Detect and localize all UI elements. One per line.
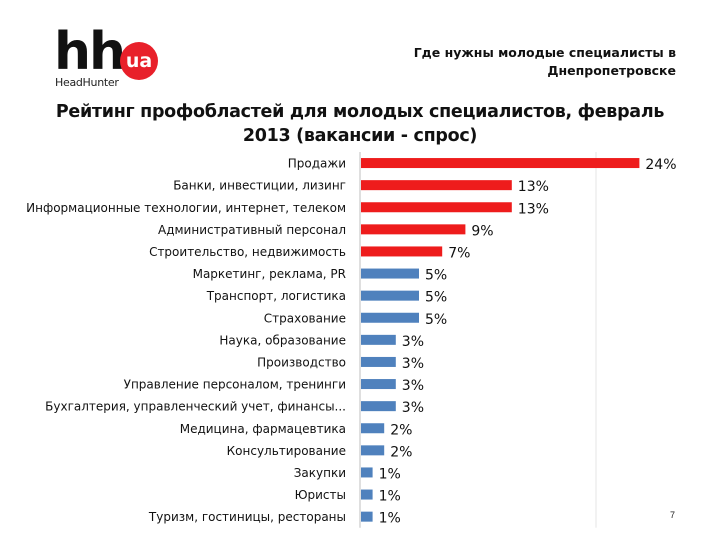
data-label: 9% (471, 223, 493, 239)
page-number: 7 (670, 510, 676, 520)
bar (361, 312, 419, 323)
bar (361, 268, 419, 279)
category-label: Транспорт, логистика (206, 289, 346, 303)
chart-title: Рейтинг профобластей для молодых специал… (55, 102, 665, 146)
data-label: 2% (390, 444, 412, 460)
bar (361, 202, 512, 213)
headhunter-logo: hh ua HeadHunter (54, 22, 164, 90)
data-label: 3% (402, 378, 424, 394)
category-label: Управление персоналом, тренинги (124, 378, 346, 392)
data-label: 24% (645, 157, 676, 173)
category-label: Закупки (294, 466, 346, 480)
bar (361, 224, 466, 235)
category-label: Туризм, гостиницы, рестораны (148, 510, 346, 524)
bar (361, 246, 443, 257)
category-label: Медицина, фармацевтика (180, 422, 346, 436)
data-label: 1% (379, 511, 401, 527)
bar (361, 445, 385, 456)
data-label: 5% (425, 290, 447, 306)
data-label: 5% (425, 268, 447, 284)
bar (361, 334, 396, 345)
bar (361, 180, 512, 191)
bar (361, 401, 396, 412)
bar (361, 467, 373, 478)
category-label: Юристы (295, 488, 346, 502)
data-label: 5% (425, 312, 447, 328)
logo-ua-badge: ua (120, 42, 158, 80)
category-label: Страхование (264, 311, 346, 325)
category-label: Маркетинг, реклама, PR (193, 267, 346, 281)
data-label: 2% (390, 422, 412, 438)
category-label: Продажи (288, 157, 346, 171)
category-label: Строительство, недвижимость (149, 245, 346, 259)
category-label: Консультирование (227, 444, 346, 458)
header-note: Где нужны молодые специалисты в Днепропе… (413, 45, 676, 78)
bar (361, 423, 385, 434)
data-label: 3% (402, 356, 424, 372)
data-label: 13% (518, 179, 549, 195)
category-label: Административный персонал (158, 223, 346, 237)
category-label: Банки, инвестиции, лизинг (173, 179, 346, 193)
data-label: 3% (402, 334, 424, 350)
logo-hh-text: hh (54, 22, 126, 82)
category-label: Наука, образование (219, 333, 346, 347)
category-label: Производство (257, 355, 346, 369)
bar (361, 511, 373, 522)
bar (361, 379, 396, 390)
bar (361, 158, 640, 169)
logo-subtitle: HeadHunter (55, 76, 119, 89)
bar (361, 489, 373, 500)
data-label: 1% (379, 489, 401, 505)
data-label: 3% (402, 400, 424, 416)
category-label: Бухгалтерия, управленческий учет, финанс… (45, 400, 346, 414)
category-label: Информационные технологии, интернет, тел… (26, 201, 346, 215)
bar (361, 356, 396, 367)
data-label: 13% (518, 201, 549, 217)
data-label: 7% (448, 245, 470, 261)
data-label: 1% (379, 466, 401, 482)
bar (361, 290, 419, 301)
